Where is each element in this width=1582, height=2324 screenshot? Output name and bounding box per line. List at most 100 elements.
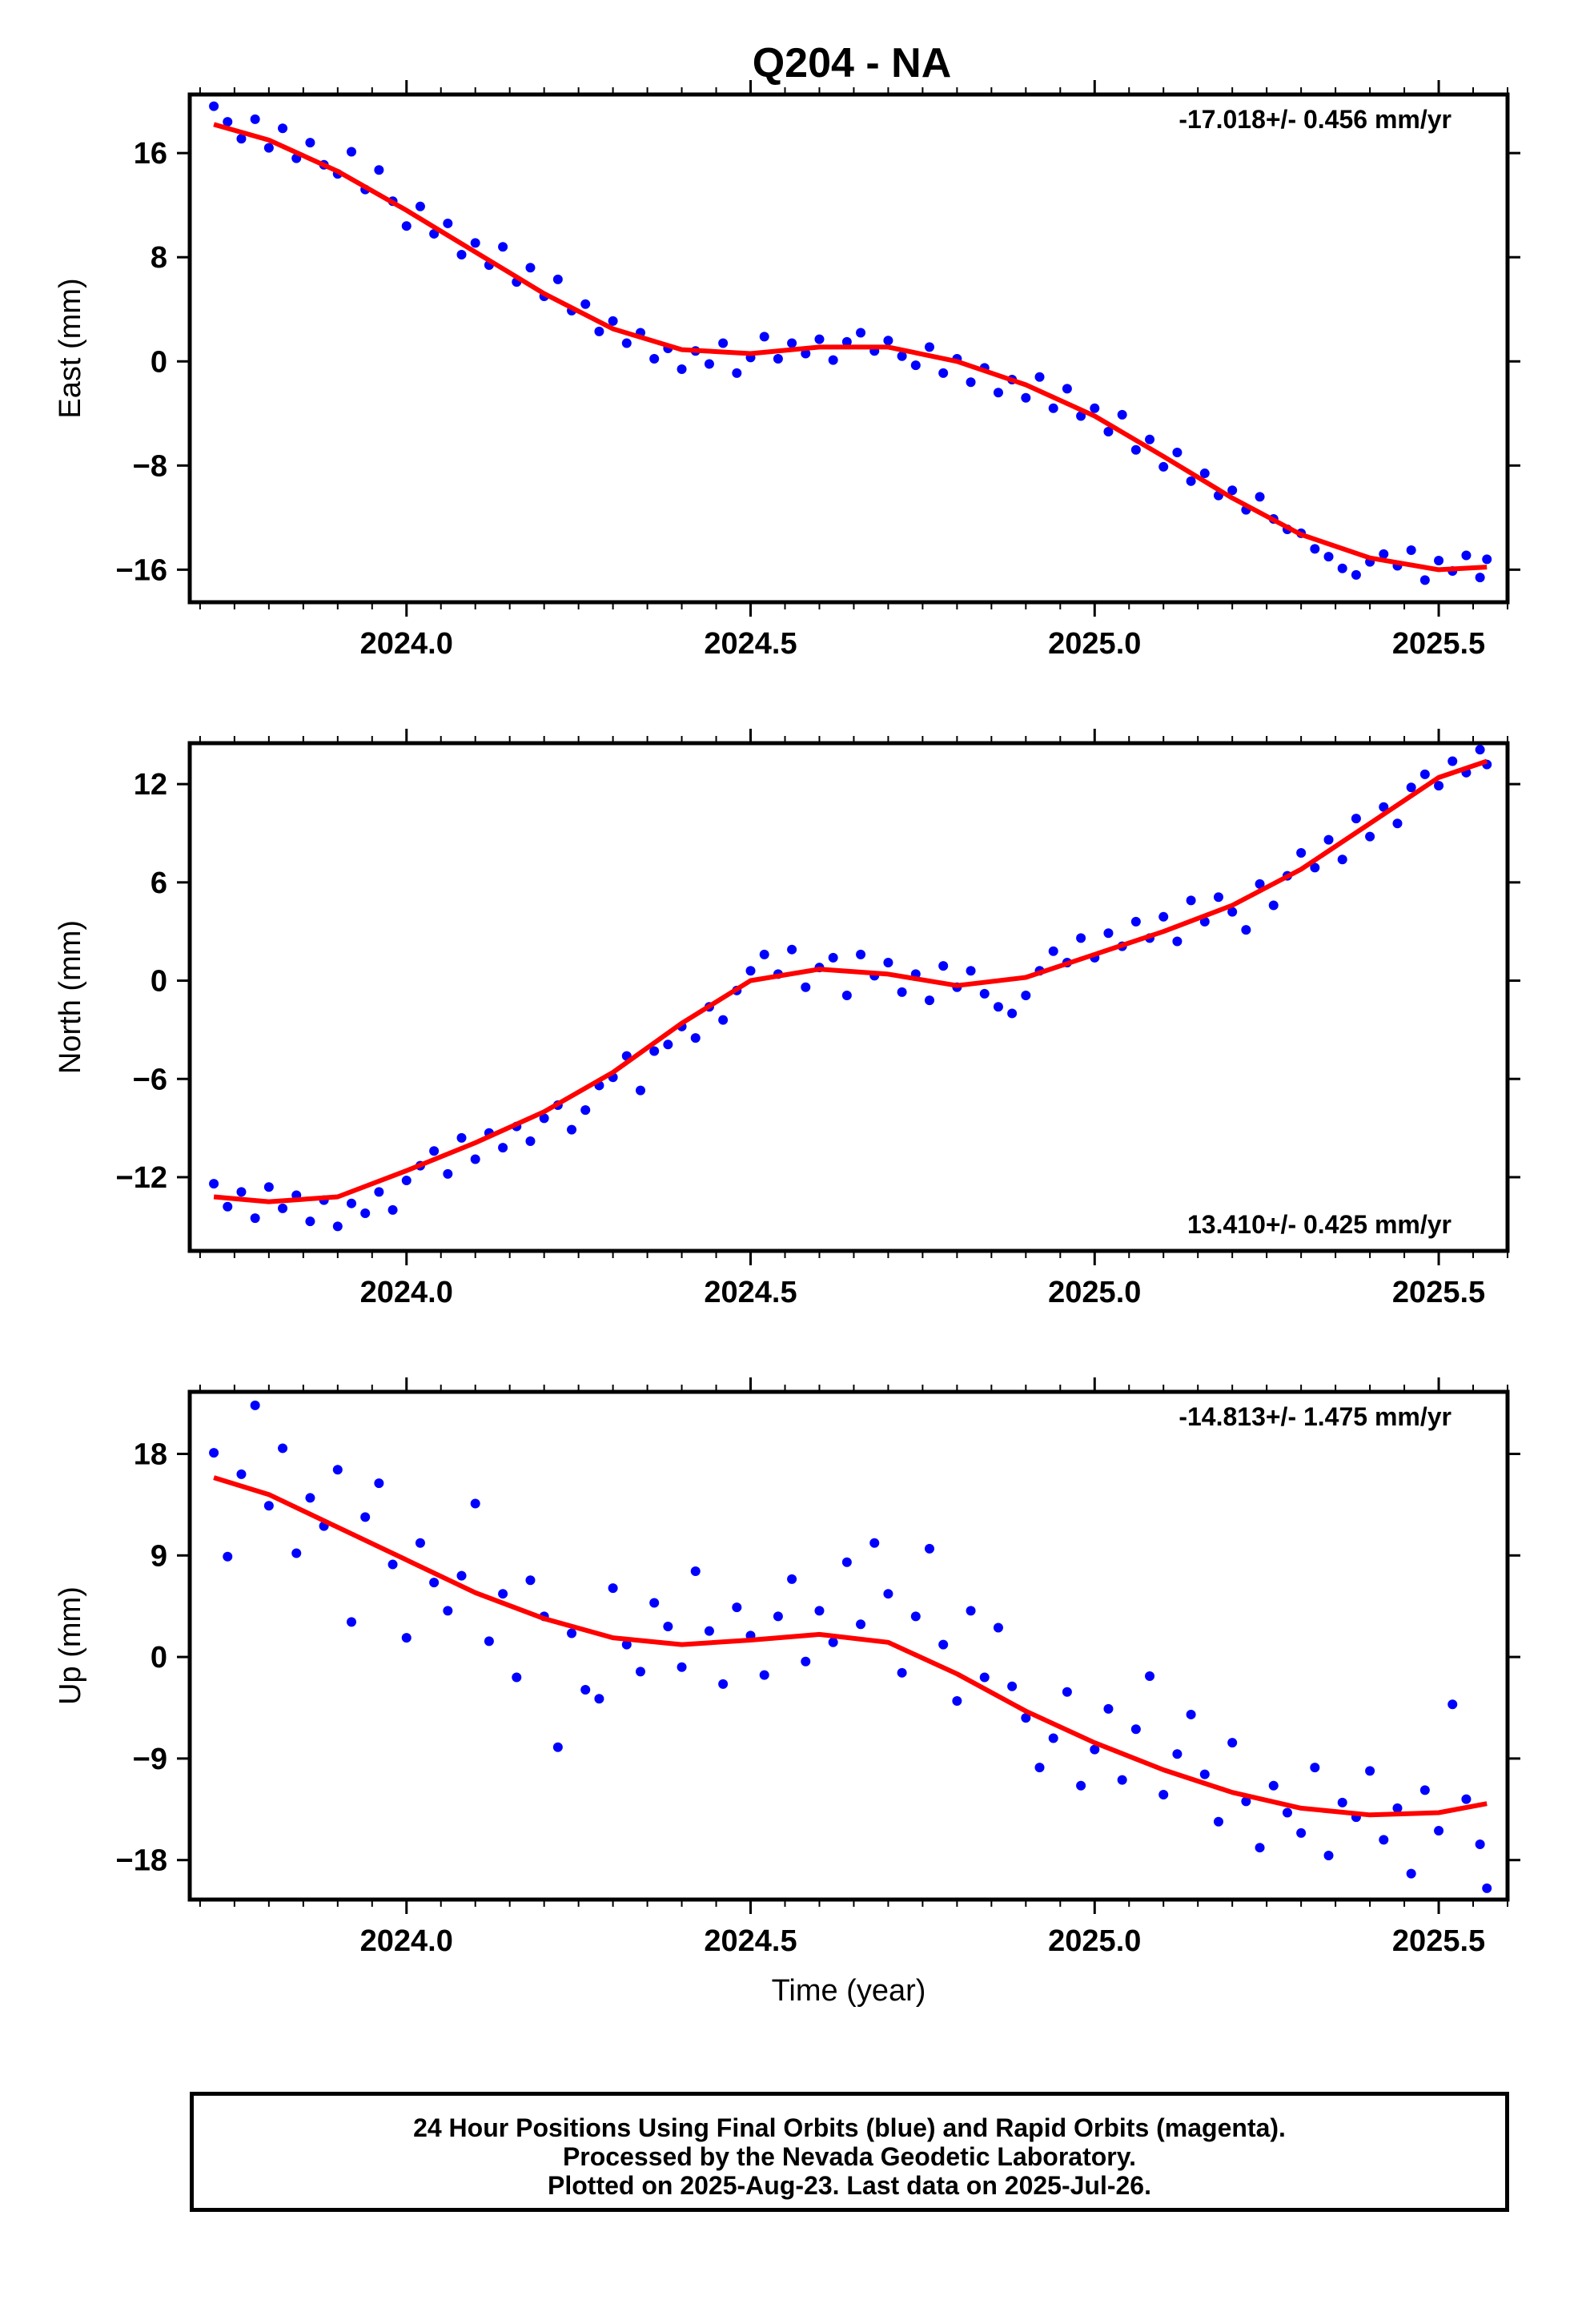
data-point xyxy=(1379,802,1389,812)
data-point xyxy=(677,364,687,375)
data-point xyxy=(841,990,852,1000)
data-point xyxy=(759,949,769,959)
data-point xyxy=(278,1203,288,1213)
data-point xyxy=(484,1636,494,1647)
data-point xyxy=(993,1622,1003,1633)
data-point xyxy=(456,1570,467,1581)
data-point xyxy=(525,1575,536,1586)
data-point xyxy=(236,134,247,144)
x-tick-label: 2024.5 xyxy=(704,1924,797,1958)
footer-line-2: Processed by the Nevada Geodetic Laborat… xyxy=(562,2142,1137,2171)
data-point xyxy=(594,1694,604,1704)
data-point xyxy=(897,1667,907,1678)
x-tick-label: 2024.0 xyxy=(360,627,453,661)
data-point xyxy=(1158,911,1169,922)
data-point xyxy=(1282,1807,1292,1818)
x-tick-label: 2024.5 xyxy=(704,627,797,661)
data-point xyxy=(1213,1816,1223,1827)
data-point xyxy=(401,1176,412,1186)
data-point xyxy=(209,1448,219,1458)
data-point xyxy=(1337,854,1347,865)
y-tick-label: −12 xyxy=(116,1161,167,1195)
data-point xyxy=(1475,745,1485,755)
data-point xyxy=(828,355,838,365)
data-point xyxy=(305,138,315,148)
data-point xyxy=(1365,831,1375,842)
data-point xyxy=(223,117,233,127)
data-point xyxy=(1076,411,1086,421)
data-point xyxy=(993,1002,1003,1012)
x-tick-label: 2024.0 xyxy=(360,1276,453,1309)
y-tick-label: −9 xyxy=(133,1743,167,1776)
data-point xyxy=(250,1400,260,1410)
data-point xyxy=(1447,756,1458,766)
data-point xyxy=(993,388,1003,398)
data-point xyxy=(1130,916,1141,927)
y-axis-label-north: North (mm) xyxy=(54,920,87,1074)
data-point xyxy=(387,1204,398,1215)
data-point xyxy=(1117,409,1127,420)
data-point xyxy=(539,1113,549,1124)
data-point xyxy=(1241,925,1251,935)
data-point xyxy=(1392,818,1403,829)
panel-up: 2024.0 2024.5 2025.0 2025.5 18 9 0 −9 −18 Up (mm)… xyxy=(54,1377,1520,2008)
x-tick-label: 2025.5 xyxy=(1392,1276,1485,1309)
y-tick-label: 9 xyxy=(151,1539,167,1573)
data-point xyxy=(1130,1724,1141,1735)
data-point xyxy=(621,338,632,348)
data-point xyxy=(1482,1883,1492,1893)
y-tick-label: 16 xyxy=(134,137,167,171)
data-point xyxy=(305,1216,315,1227)
data-point xyxy=(1103,427,1114,437)
data-point xyxy=(621,1639,632,1650)
data-point xyxy=(1213,892,1223,903)
data-point xyxy=(525,1136,536,1146)
data-point xyxy=(209,1179,219,1189)
data-point xyxy=(1145,1671,1155,1682)
footer-box: 24 Hour Positions Using Final Orbits (bl… xyxy=(190,2092,1509,2212)
data-point xyxy=(360,1208,371,1218)
data-point xyxy=(374,165,384,175)
data-point xyxy=(1034,372,1045,382)
data-point xyxy=(1296,848,1307,858)
data-point xyxy=(236,1469,247,1479)
data-point xyxy=(966,966,976,976)
data-point xyxy=(1406,782,1416,793)
footer-line-3: Plotted on 2025-Aug-23. Last data on 202… xyxy=(548,2171,1151,2200)
data-point xyxy=(1048,946,1058,956)
y-tick-label: −8 xyxy=(133,449,167,483)
data-point xyxy=(1227,1738,1238,1748)
data-point xyxy=(443,1168,453,1179)
data-point xyxy=(814,334,825,344)
data-point xyxy=(1310,1763,1320,1773)
data-point xyxy=(1406,1868,1416,1879)
data-point xyxy=(498,1589,508,1599)
data-point xyxy=(979,988,990,999)
plot-frame-east xyxy=(187,92,1510,605)
data-point xyxy=(841,336,852,347)
data-point xyxy=(223,1201,233,1212)
data-point xyxy=(1172,448,1182,458)
data-point xyxy=(938,961,949,971)
data-point xyxy=(1461,1794,1472,1804)
data-point xyxy=(649,1046,660,1056)
y-tick-label: −16 xyxy=(116,553,167,587)
data-point xyxy=(979,1672,990,1683)
data-point xyxy=(608,1583,618,1594)
data-point xyxy=(828,952,838,963)
data-point xyxy=(787,338,797,348)
data-point xyxy=(1365,1766,1375,1776)
data-point xyxy=(1310,862,1320,873)
data-point xyxy=(828,1637,838,1647)
data-point xyxy=(1379,1835,1389,1845)
data-point xyxy=(360,1512,371,1522)
data-point xyxy=(332,1221,343,1232)
data-point xyxy=(1268,1780,1279,1791)
data-point xyxy=(938,368,949,378)
data-point xyxy=(263,1501,274,1511)
data-point xyxy=(443,218,453,228)
data-point xyxy=(1158,461,1169,472)
data-point xyxy=(1021,392,1031,403)
chart-title: Q204 - NA xyxy=(753,40,952,86)
y-tick-label: 8 xyxy=(151,241,167,275)
